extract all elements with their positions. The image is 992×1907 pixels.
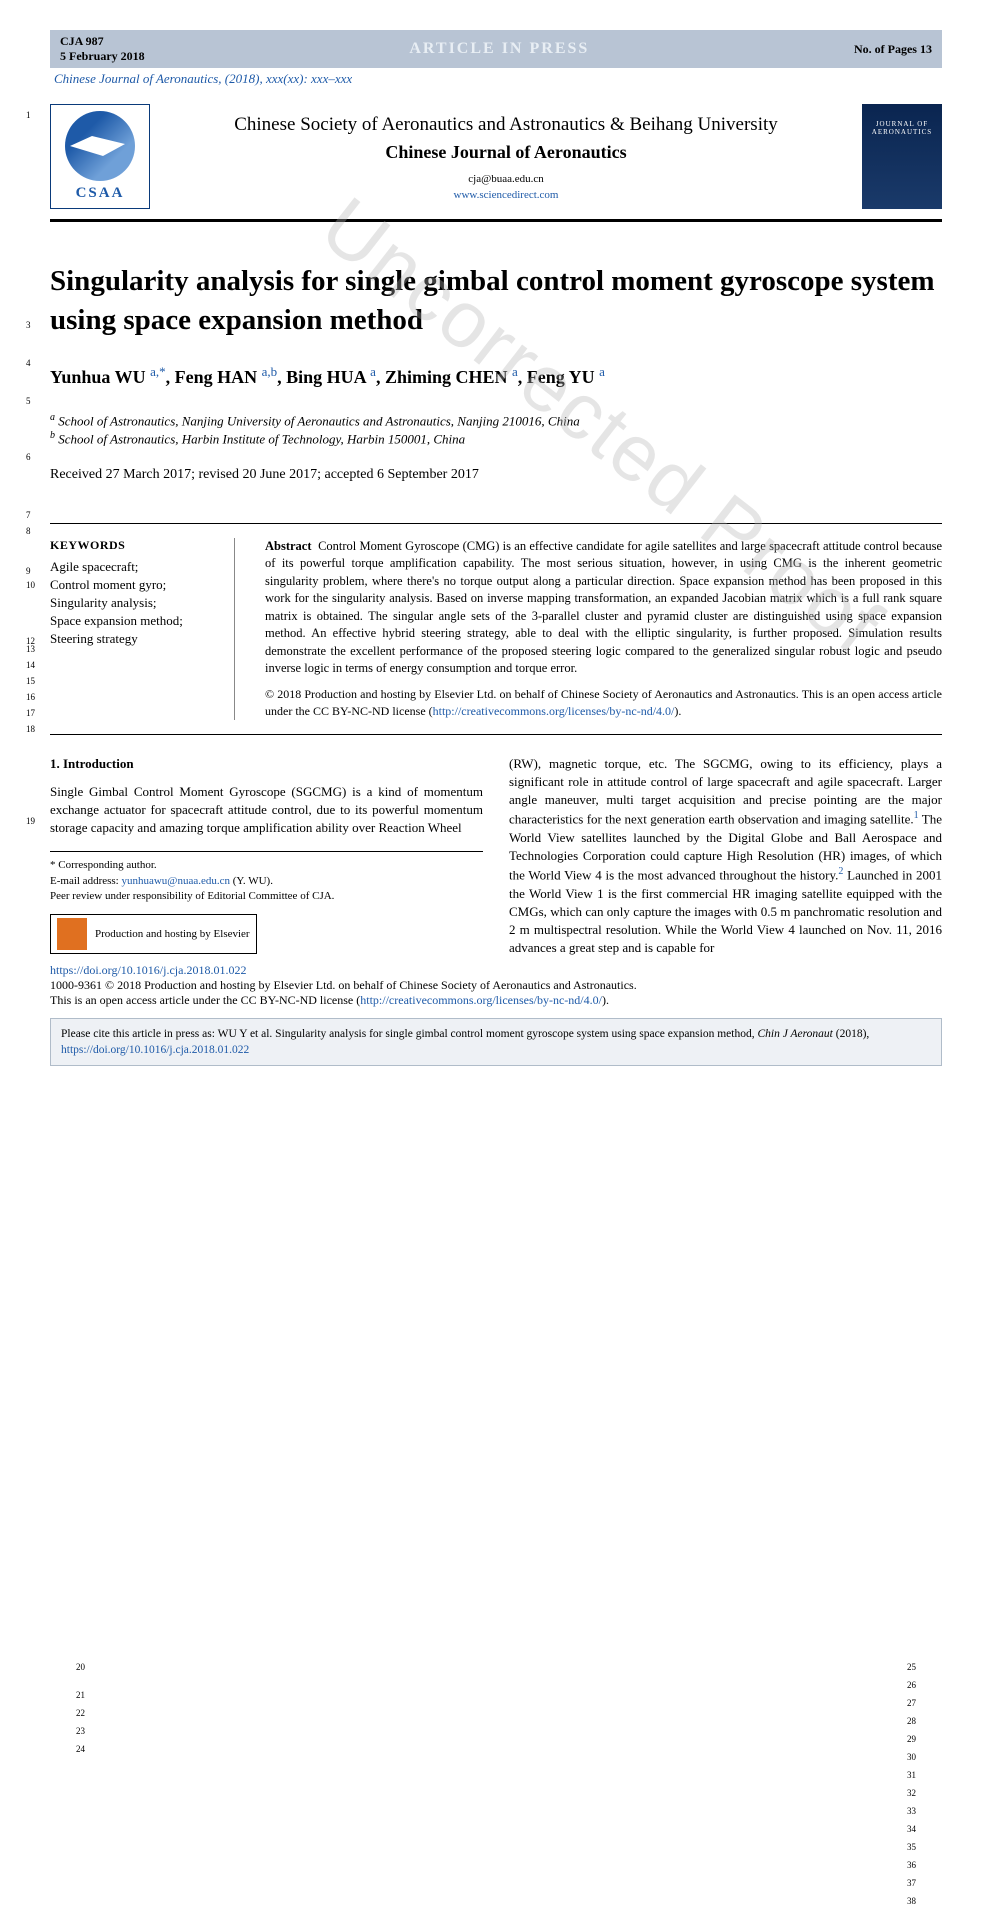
issn-copyright: 1000-9361 © 2018 Production and hosting … (50, 978, 942, 993)
affiliation: a School of Astronautics, Nanjing Univer… (50, 412, 942, 429)
abstract-text: Control Moment Gyroscope (CMG) is an eff… (265, 539, 942, 676)
citation-box: Please cite this article in press as: WU… (50, 1018, 942, 1066)
section-heading: 1. Introduction (50, 755, 483, 773)
lineno: 1 (26, 110, 31, 120)
lineno: 18 (26, 724, 35, 734)
right-column: (RW), magnetic torque, etc. The SGCMG, o… (509, 755, 942, 958)
masthead: CSAA Chinese Society of Aeronautics and … (50, 90, 942, 222)
license-link[interactable]: http://creativecommons.org/licenses/by-n… (360, 993, 602, 1007)
lineno: 34 (907, 1823, 916, 1836)
journal-cover-thumb: JOURNAL OF AERONAUTICS (862, 104, 942, 209)
lineno: 38 (907, 1895, 916, 1907)
article-in-press: ARTICLE IN PRESS (409, 40, 589, 58)
lineno: 37 (907, 1877, 916, 1890)
cite-year: (2018), (836, 1028, 870, 1040)
intro-paragraph-1: Single Gimbal Control Moment Gyroscope (… (50, 783, 483, 838)
keywords-block: KEYWORDS Agile spacecraft; Control moment… (50, 538, 235, 720)
journal-url-link[interactable]: www.sciencedirect.com (454, 189, 559, 201)
doi-link[interactable]: https://doi.org/10.1016/j.cja.2018.01.02… (50, 963, 246, 977)
keyword-item: Control moment gyro; (50, 577, 216, 593)
cite-doi-link[interactable]: https://doi.org/10.1016/j.cja.2018.01.02… (61, 1044, 249, 1056)
keywords-heading: KEYWORDS (50, 538, 216, 553)
email-author: (Y. WU). (233, 875, 273, 887)
corresponding-author: * Corresponding author. (50, 858, 483, 873)
license-close: ). (602, 993, 609, 1007)
affiliation: b School of Astronautics, Harbin Institu… (50, 430, 942, 447)
lineno: 15 (26, 676, 35, 686)
article-code: CJA 987 (60, 34, 145, 49)
lineno: 27 (907, 1697, 916, 1710)
lineno: 35 (907, 1841, 916, 1854)
license-text: This is an open access article under the… (50, 993, 360, 1007)
lineno: 28 (907, 1715, 916, 1728)
lineno: 4 (26, 358, 31, 368)
intro-paragraph-2: (RW), magnetic torque, etc. The SGCMG, o… (509, 755, 942, 958)
csaa-emblem-icon (65, 111, 135, 181)
lineno: 14 (26, 660, 35, 670)
lineno: 8 (26, 526, 31, 536)
cover-title: JOURNAL OF AERONAUTICS (866, 120, 938, 136)
doi-block: https://doi.org/10.1016/j.cja.2018.01.02… (50, 963, 942, 1008)
lineno: 16 (26, 692, 35, 702)
paper-title: Singularity analysis for single gimbal c… (50, 262, 942, 340)
peer-review-note: Peer review under responsibility of Edit… (50, 889, 483, 904)
lineno: 29 (907, 1733, 916, 1746)
lineno: 32 (907, 1787, 916, 1800)
lineno: 21 (76, 1689, 85, 1702)
copyright-close: ). (674, 704, 681, 718)
lineno: 6 (26, 452, 31, 462)
lineno: 24 (76, 1743, 85, 1756)
journal-ref: Chinese Journal of Aeronautics, (2018), … (50, 68, 942, 90)
proof-date: 5 February 2018 (60, 49, 145, 64)
journal-email: cja@buaa.edu.cn (170, 173, 842, 185)
lineno: 10 (26, 580, 35, 590)
lineno: 3 (26, 320, 31, 330)
keyword-item: Space expansion method; (50, 613, 216, 629)
lineno: 30 (907, 1751, 916, 1764)
abstract-block: Abstract Control Moment Gyroscope (CMG) … (265, 538, 942, 720)
lineno: 22 (76, 1707, 85, 1720)
lineno: 19 (26, 816, 35, 826)
lineno: 31 (907, 1769, 916, 1782)
cc-license-link[interactable]: http://creativecommons.org/licenses/by-n… (433, 704, 675, 718)
article-dates: Received 27 March 2017; revised 20 June … (50, 467, 942, 483)
elsevier-logo-icon (57, 918, 87, 950)
abstract-label: Abstract (265, 539, 312, 553)
lineno: 17 (26, 708, 35, 718)
author-email-link[interactable]: yunhuawu@nuaa.edu.cn (121, 875, 230, 887)
left-column: 1. Introduction Single Gimbal Control Mo… (50, 755, 483, 958)
page-count: No. of Pages 13 (854, 42, 932, 57)
lineno: 26 (907, 1679, 916, 1692)
keyword-item: Singularity analysis; (50, 595, 216, 611)
keyword-item: Steering strategy (50, 631, 216, 647)
cite-text: Please cite this article in press as: WU… (61, 1028, 757, 1040)
lineno: 20 (76, 1661, 85, 1674)
journal-name: Chinese Journal of Aeronautics (170, 142, 842, 163)
lineno: 23 (76, 1725, 85, 1738)
society-name: Chinese Society of Aeronautics and Astro… (170, 114, 842, 136)
keyword-item: Agile spacecraft; (50, 559, 216, 575)
lineno: 36 (907, 1859, 916, 1872)
csaa-logo: CSAA (50, 104, 150, 209)
lineno: 5 (26, 396, 31, 406)
hosting-text: Production and hosting by Elsevier (95, 927, 250, 942)
cite-journal: Chin J Aeronaut (757, 1028, 832, 1040)
affiliations: a School of Astronautics, Nanjing Univer… (50, 412, 942, 447)
csaa-text: CSAA (76, 185, 125, 202)
email-label: E-mail address: (50, 875, 119, 887)
footnote-block: * Corresponding author. E-mail address: … (50, 851, 483, 956)
lineno: 13 (26, 644, 35, 654)
elsevier-hosting-box: Production and hosting by Elsevier (50, 914, 257, 954)
lineno: 7 (26, 510, 31, 520)
proof-topbar: CJA 987 5 February 2018 ARTICLE IN PRESS… (50, 30, 942, 68)
lineno: 33 (907, 1805, 916, 1818)
lineno: 9 (26, 566, 31, 576)
lineno: 25 (907, 1661, 916, 1674)
authors: Yunhua WU a,*, Feng HAN a,b, Bing HUA a,… (50, 364, 942, 388)
